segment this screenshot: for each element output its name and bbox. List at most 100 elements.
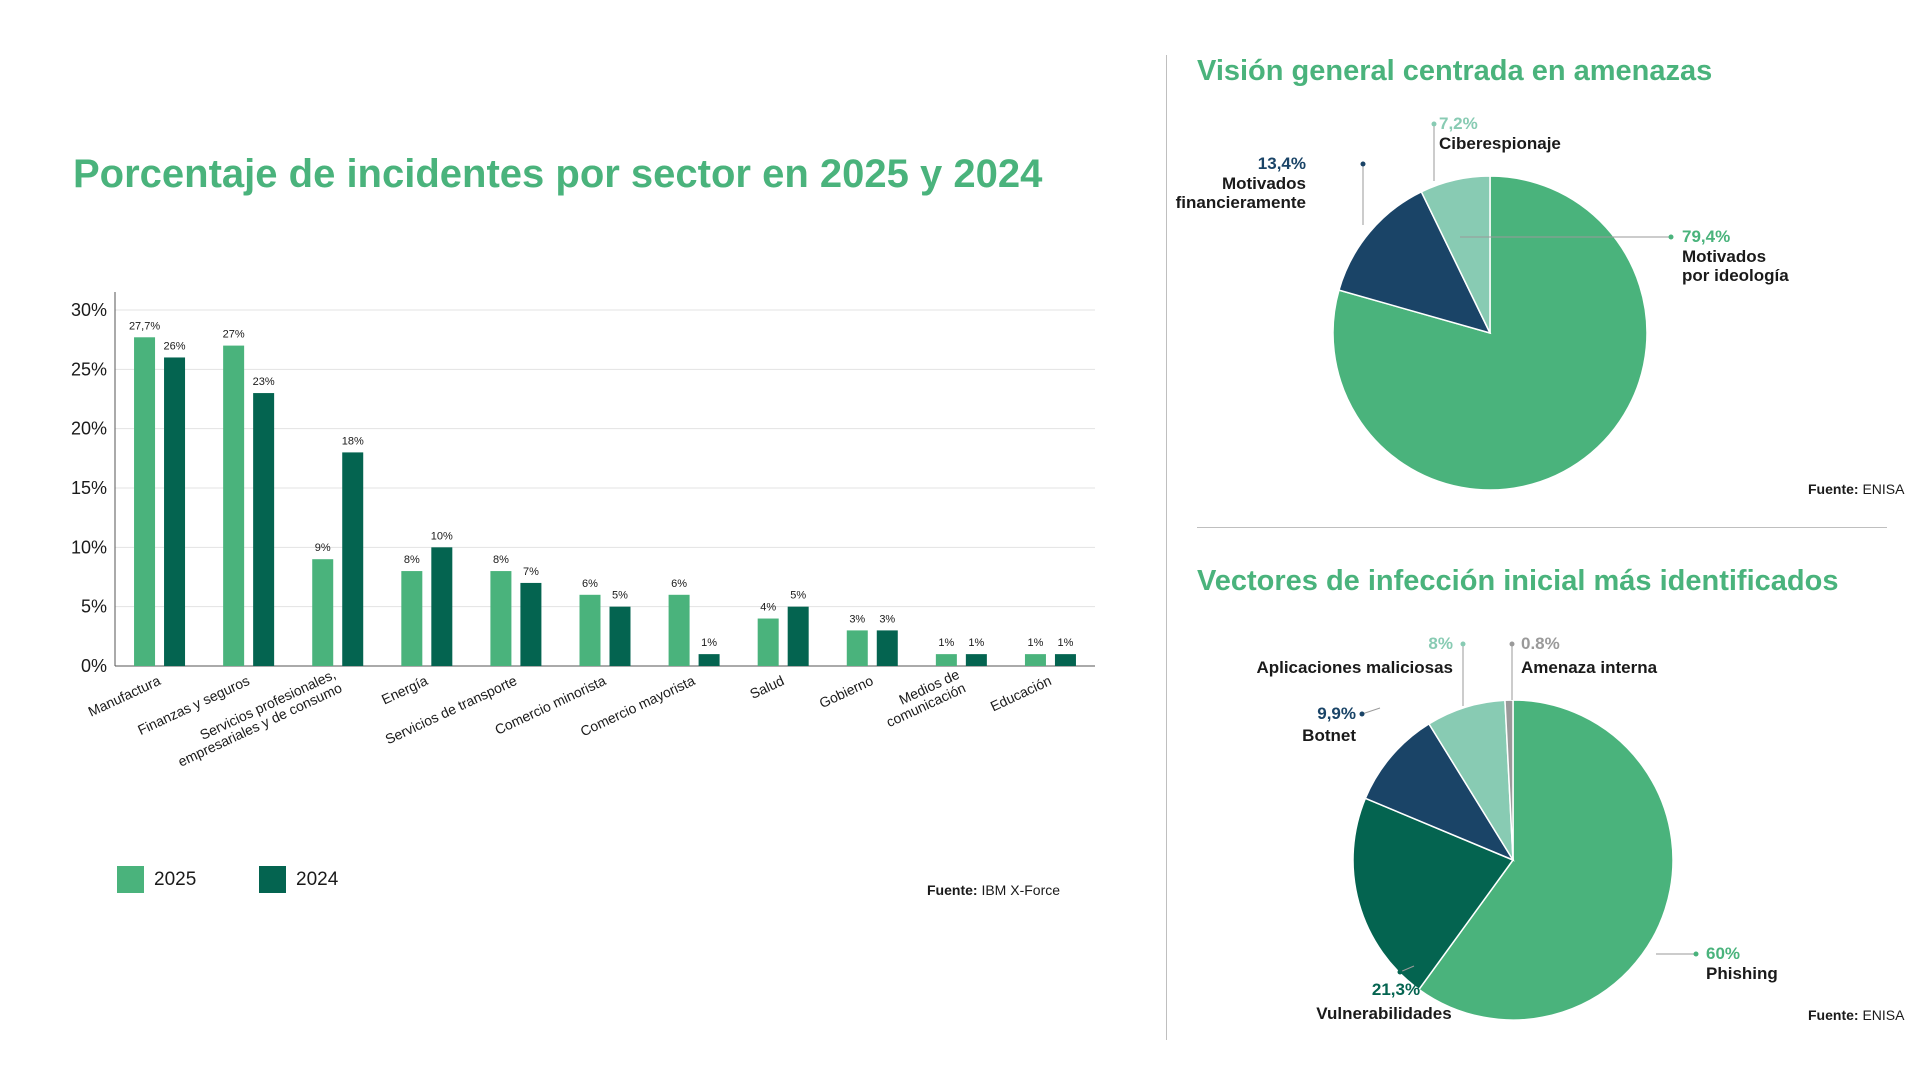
bar-2024 bbox=[1054, 654, 1076, 666]
y-tick-label: 20% bbox=[71, 419, 107, 439]
legend-item-2025: 2025 bbox=[117, 866, 196, 893]
slice-percent-label: 13,4% bbox=[1258, 154, 1306, 173]
bar-value-label: 27% bbox=[223, 329, 245, 341]
slice-name-label: por ideología bbox=[1682, 266, 1789, 285]
pie1-title: Visión general centrada en amenazas bbox=[1197, 55, 1713, 87]
y-tick-label: 0% bbox=[81, 656, 107, 676]
x-tick-label: Energía bbox=[379, 672, 430, 707]
slice-name-label: Vulnerabilidades bbox=[1316, 1004, 1451, 1023]
x-tick-label: Salud bbox=[747, 672, 786, 702]
bar-chart-title: Porcentaje de incidentes por sector en 2… bbox=[73, 152, 1043, 196]
bar-value-label: 7% bbox=[523, 566, 539, 578]
slice-name-label: Botnet bbox=[1302, 726, 1356, 745]
leader-dot bbox=[1359, 711, 1365, 717]
bar-2025 bbox=[1024, 654, 1046, 666]
bar-value-label: 4% bbox=[760, 602, 776, 614]
y-tick-label: 15% bbox=[71, 478, 107, 498]
bar-source: Fuente: IBM X-Force bbox=[927, 882, 1060, 898]
bar-2025 bbox=[579, 594, 601, 666]
pie2-title: Vectores de infección inicial más identi… bbox=[1197, 565, 1839, 597]
bar-2024 bbox=[876, 630, 898, 666]
bar-2024 bbox=[787, 606, 809, 666]
bar-value-label: 1% bbox=[1058, 637, 1074, 649]
x-category-label: Servicios profesionales,empresariales y … bbox=[175, 666, 344, 770]
bar-2024 bbox=[965, 654, 987, 666]
pie-slice bbox=[1417, 699, 1674, 1021]
leader-line bbox=[1361, 707, 1381, 715]
legend-label-2025: 2025 bbox=[154, 868, 197, 890]
slice-percent-label: 60% bbox=[1706, 944, 1740, 963]
bar-value-label: 27,7% bbox=[129, 320, 160, 332]
bar-value-label: 18% bbox=[342, 435, 364, 447]
source-name: IBM X-Force bbox=[981, 882, 1061, 898]
slice-percent-label: 0.8% bbox=[1521, 634, 1560, 653]
bar-value-label: 10% bbox=[431, 530, 453, 542]
source-prefix: Fuente: bbox=[1808, 481, 1859, 497]
bar-2025 bbox=[935, 654, 957, 666]
leader-dot bbox=[1360, 161, 1366, 167]
slice-name-label: financieramente bbox=[1176, 193, 1306, 212]
slice-name-label: Ciberespionaje bbox=[1439, 134, 1561, 153]
bar-value-label: 8% bbox=[404, 554, 420, 566]
legend-label-2024: 2024 bbox=[296, 868, 339, 890]
leader-dot bbox=[1431, 121, 1437, 127]
slice-name-label: Amenaza interna bbox=[1521, 658, 1658, 677]
bar-2024 bbox=[253, 393, 275, 666]
y-tick-label: 25% bbox=[71, 359, 107, 379]
pie-slice bbox=[1352, 797, 1515, 991]
leader-dot bbox=[1397, 969, 1403, 975]
pie-slice bbox=[1420, 175, 1491, 334]
y-tick-label: 5% bbox=[81, 597, 107, 617]
source-prefix: Fuente: bbox=[1808, 1007, 1859, 1023]
leader-dot bbox=[1509, 641, 1515, 647]
bar-2025 bbox=[312, 559, 334, 666]
slice-percent-label: 9,9% bbox=[1317, 704, 1356, 723]
legend-item-2024: 2024 bbox=[259, 866, 338, 893]
y-tick-label: 30% bbox=[71, 300, 107, 320]
pie-slice bbox=[1338, 190, 1492, 335]
slice-percent-label: 7,2% bbox=[1439, 114, 1478, 133]
legend-swatch-2024 bbox=[259, 866, 286, 893]
bar-2024 bbox=[520, 582, 542, 666]
pie2-source: Fuente: ENISA bbox=[1808, 1007, 1904, 1023]
x-category-label: Energía bbox=[379, 672, 430, 707]
bar-chart: 0% 5% 10% 15% 20% 25% 30% 27,7% 26% Manufactura 27… bbox=[71, 292, 1095, 770]
pie1-source: Fuente: ENISA bbox=[1808, 481, 1904, 497]
leader-dot bbox=[1460, 641, 1466, 647]
x-category-label: Salud bbox=[747, 672, 786, 702]
bar-value-label: 5% bbox=[790, 590, 806, 602]
bar-2025 bbox=[757, 618, 779, 666]
horizontal-divider bbox=[1197, 527, 1887, 528]
bar-value-label: 3% bbox=[849, 613, 865, 625]
slice-percent-label: 79,4% bbox=[1682, 227, 1730, 246]
leader-dot bbox=[1668, 234, 1674, 240]
slice-name-label: Motivados bbox=[1682, 247, 1766, 266]
bar-2025 bbox=[490, 571, 512, 666]
bar-value-label: 6% bbox=[582, 578, 598, 590]
source-name: ENISA bbox=[1862, 1007, 1905, 1023]
leader-dot bbox=[1693, 951, 1699, 957]
bar-value-label: 26% bbox=[164, 340, 186, 352]
bar-2024 bbox=[342, 452, 364, 666]
pie-chart-infection-vectors: 60%Phishing 21,3% Vulnerabilidades 9,9% Botn… bbox=[1256, 634, 1777, 1023]
bar-2024 bbox=[164, 357, 186, 666]
legend-swatch-2025 bbox=[117, 866, 144, 893]
slice-percent-label: 21,3% bbox=[1372, 980, 1420, 999]
x-tick-label: Manufactura bbox=[86, 672, 163, 719]
bar-value-label: 1% bbox=[701, 637, 717, 649]
bar-value-label: 9% bbox=[315, 542, 331, 554]
bar-2024 bbox=[431, 547, 453, 666]
slice-name-label: Motivados bbox=[1222, 174, 1306, 193]
bar-value-label: 8% bbox=[493, 554, 509, 566]
x-tick-label: Gobierno bbox=[817, 672, 876, 711]
slice-percent-label: 8% bbox=[1428, 634, 1453, 653]
pie-slice bbox=[1504, 699, 1514, 861]
bar-value-label: 23% bbox=[253, 376, 275, 388]
bar-2025 bbox=[223, 345, 245, 666]
x-tick-label: Educación bbox=[988, 672, 1054, 714]
y-tick-label: 10% bbox=[71, 537, 107, 557]
pie-slice bbox=[1364, 722, 1515, 862]
leader-line bbox=[1399, 965, 1415, 973]
